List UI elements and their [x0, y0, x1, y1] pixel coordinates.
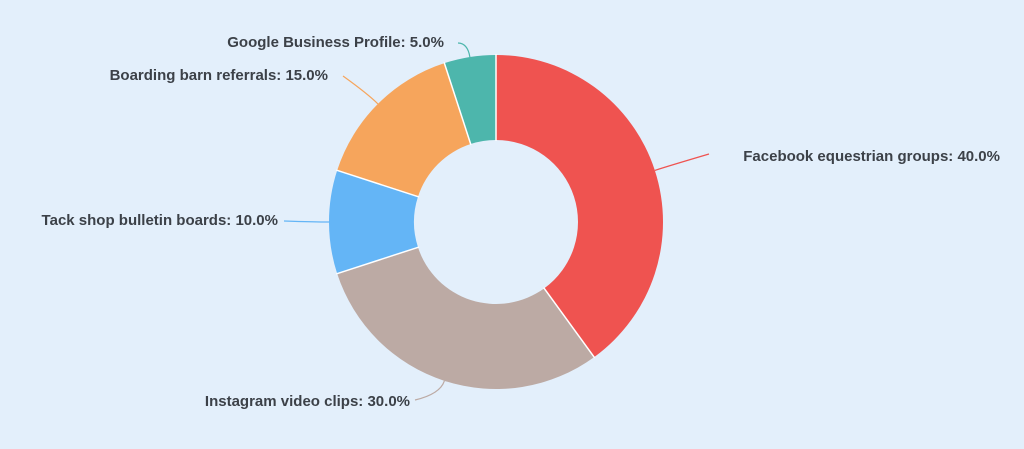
slice-instagram-video-clips: [337, 247, 595, 390]
slice-boarding-barn-referrals: [337, 63, 471, 197]
slice-facebook-equestrian-groups: [496, 55, 664, 358]
slice-separator: [335, 169, 420, 198]
label-facebook-equestrian-groups: Facebook equestrian groups: 40.0%: [743, 148, 1000, 165]
leader-line-facebook-equestrian-groups: [654, 153, 710, 171]
label-boarding-barn-referrals: Boarding barn referrals: 15.0%: [110, 67, 328, 84]
label-google-business-profile: Google Business Profile: 5.0%: [227, 34, 444, 51]
slice-separator: [443, 61, 472, 146]
leader-line-instagram-video-clips: [414, 380, 445, 401]
label-tack-shop-bulletin-boards: Tack shop bulletin boards: 10.0%: [42, 212, 278, 229]
slice-separator: [335, 246, 420, 275]
slice-google-business-profile: [444, 55, 496, 145]
label-instagram-video-clips: Instagram video clips: 30.0%: [205, 393, 410, 410]
slice-separator: [543, 287, 596, 359]
leader-line-google-business-profile: [457, 42, 471, 58]
slice-tack-shop-bulletin-boards: [329, 170, 419, 274]
leader-line-tack-shop-bulletin-boards: [283, 220, 330, 223]
leader-line-boarding-barn-referrals: [342, 75, 379, 105]
